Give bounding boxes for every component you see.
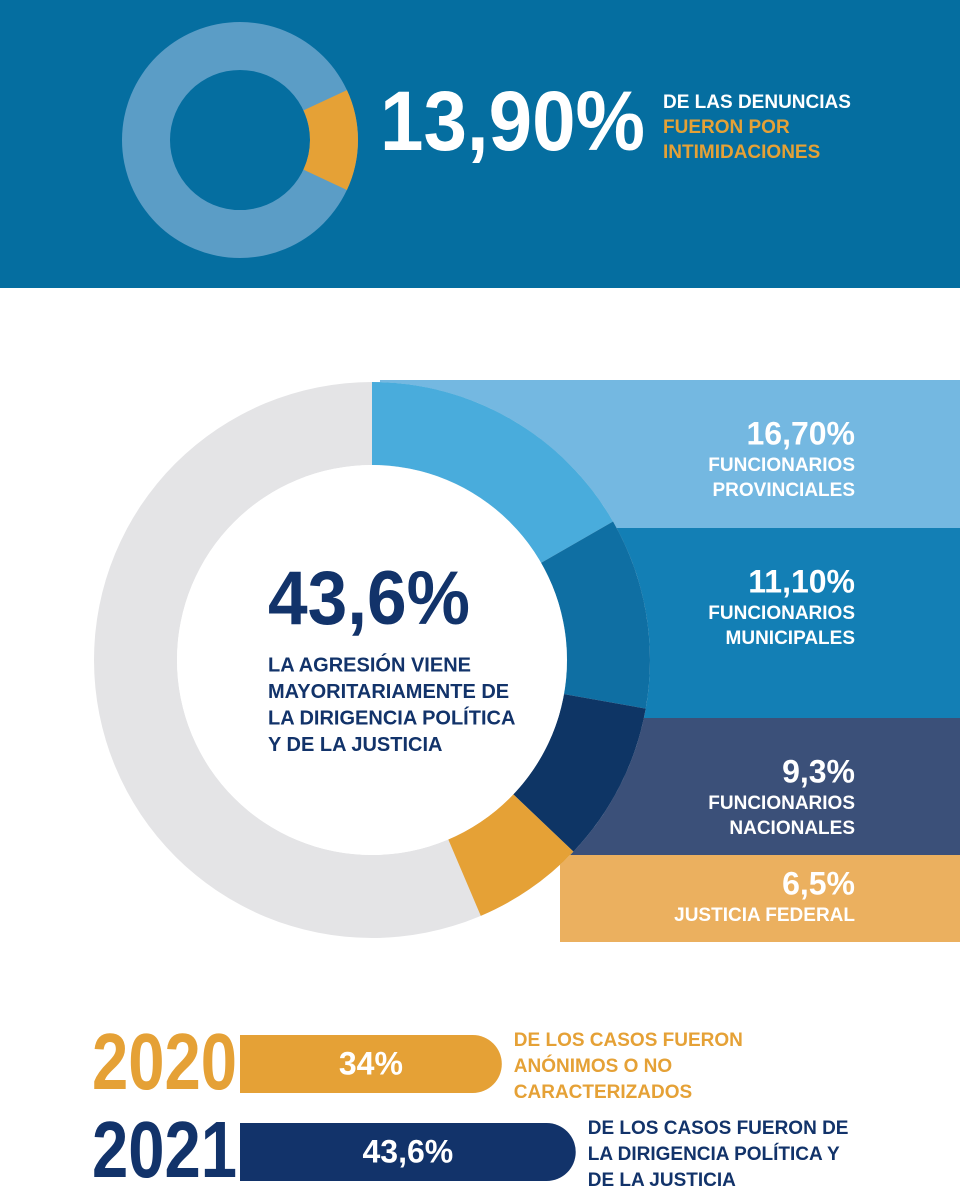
bar-caption: ANÓNIMOS O NO bbox=[514, 1055, 672, 1077]
segment-value: 9,3% bbox=[782, 753, 855, 789]
annotation-line: INTIMIDACIONES bbox=[663, 142, 820, 163]
annotation-line: DE LAS DENUNCIAS bbox=[663, 92, 851, 113]
donut-segment bbox=[448, 794, 574, 916]
legend-band bbox=[560, 855, 960, 942]
bar-caption: DE LOS CASOS FUERON DE bbox=[588, 1118, 849, 1139]
annotation-line: FUERON POR bbox=[663, 117, 790, 138]
donut-track bbox=[122, 22, 358, 258]
bar-caption: CARACTERIZADOS bbox=[514, 1082, 692, 1103]
bar bbox=[240, 1035, 502, 1093]
segment-value: 6,5% bbox=[782, 865, 855, 901]
segment-label: FUNCIONARIOS bbox=[708, 603, 855, 624]
year-label: 2020 bbox=[92, 1017, 237, 1106]
segment-label: FUNCIONARIOS bbox=[708, 793, 855, 814]
center-annotation: MAYORITARIAMENTE DE bbox=[268, 681, 509, 703]
segment-label: MUNICIPALES bbox=[726, 628, 855, 649]
donut-segment bbox=[513, 694, 646, 852]
bar-caption: LA DIRIGENCIA POLÍTICA Y bbox=[588, 1143, 840, 1165]
donut-segment bbox=[372, 382, 614, 563]
bar-value: 34% bbox=[339, 1045, 403, 1081]
center-annotation: LA DIRIGENCIA POLÍTICA bbox=[268, 706, 515, 729]
center-annotation: Y DE LA JUSTICIA bbox=[268, 734, 442, 756]
segment-value: 11,10% bbox=[748, 563, 855, 599]
year-label: 2021 bbox=[92, 1105, 237, 1194]
center-value: 43,6% bbox=[268, 556, 470, 641]
segment-label: PROVINCIALES bbox=[712, 480, 855, 501]
segment-label: JUSTICIA FEDERAL bbox=[674, 905, 855, 926]
donut-segment bbox=[303, 90, 358, 190]
bar-caption: DE LA JUSTICIA bbox=[588, 1170, 736, 1191]
headline-value: 13,90% bbox=[380, 74, 645, 168]
bar-value: 43,6% bbox=[362, 1133, 453, 1169]
donut-hole bbox=[177, 465, 567, 855]
segment-value: 16,70% bbox=[746, 415, 855, 451]
center-annotation: LA AGRESIÓN VIENE bbox=[268, 652, 471, 676]
donut-segment bbox=[541, 521, 650, 709]
segment-label: FUNCIONARIOS bbox=[708, 455, 855, 476]
bar bbox=[240, 1123, 576, 1181]
bar-caption: DE LOS CASOS FUERON bbox=[514, 1030, 743, 1051]
segment-label: NACIONALES bbox=[729, 818, 855, 839]
